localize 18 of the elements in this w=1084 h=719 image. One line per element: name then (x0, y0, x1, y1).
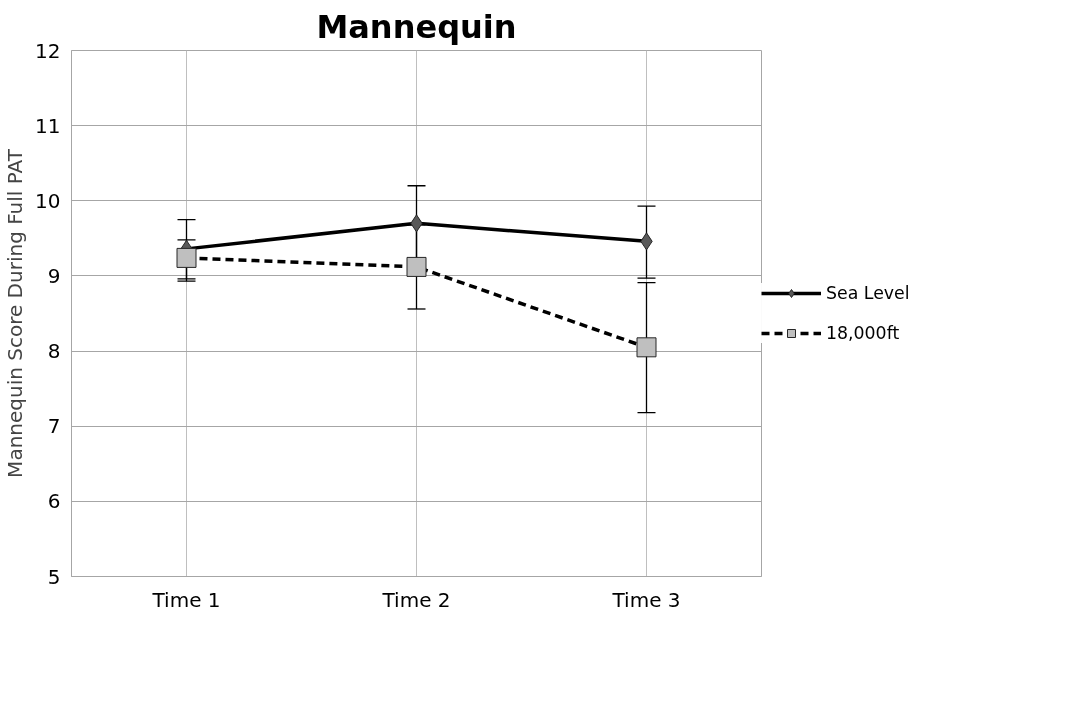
y-axis-title: Mannequin Score During Full PAT (3, 148, 28, 478)
y-tick-label: 8 (47, 339, 61, 364)
y-tick-label: 5 (47, 564, 61, 589)
y-tick-label: 11 (35, 113, 61, 138)
point (176, 247, 197, 268)
legend-label: 18,000ft (826, 323, 900, 343)
point (636, 337, 657, 358)
y-tick-label: 12 (35, 38, 61, 63)
point (406, 256, 427, 277)
legend-label: Sea Level (826, 283, 910, 303)
chart-title: Mannequin (316, 7, 517, 46)
x-tick-label: Time 1 (151, 587, 221, 612)
y-tick-label: 9 (47, 263, 61, 288)
x-tick-label: Time 2 (381, 587, 451, 612)
y-tick-label: 10 (35, 188, 61, 213)
y-tick-label: 7 (47, 414, 61, 439)
x-tick-label: Time 3 (611, 587, 681, 612)
y-tick-label: 6 (47, 489, 61, 514)
